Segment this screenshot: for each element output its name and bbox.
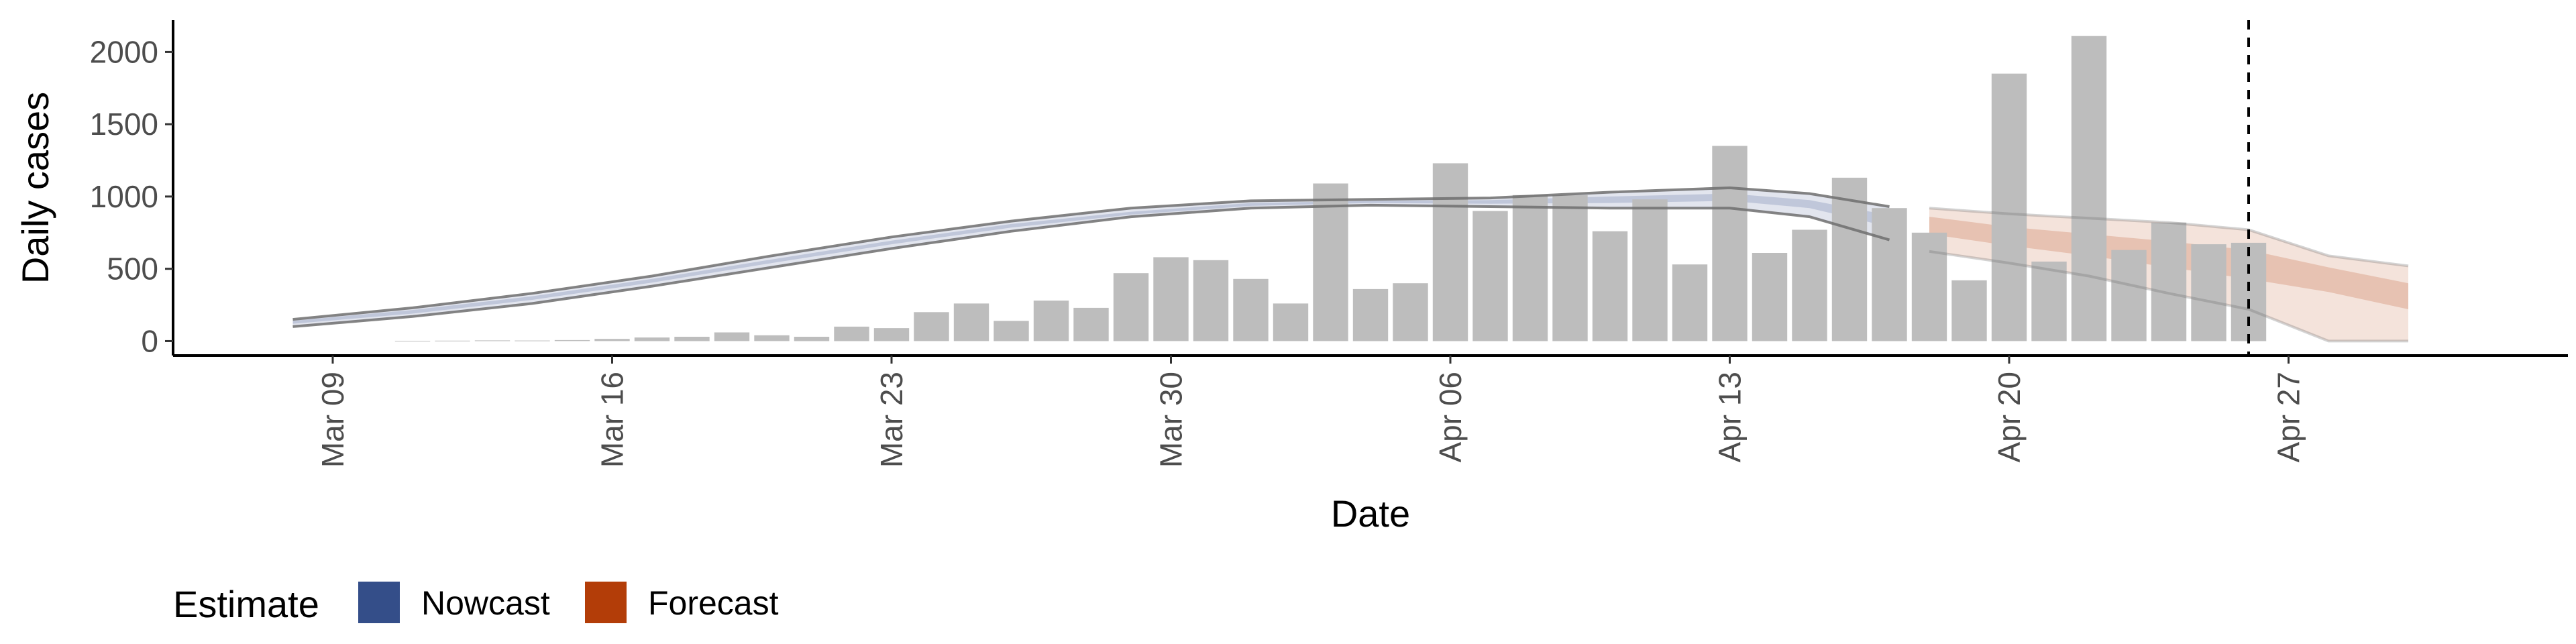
bar xyxy=(834,326,869,341)
bar xyxy=(1911,232,1947,341)
bar xyxy=(914,312,949,341)
x-tick-label: Mar 16 xyxy=(595,372,630,468)
y-tick-label: 0 xyxy=(141,323,158,358)
bar xyxy=(1393,283,1428,341)
nowcast-legend-label: Nowcast xyxy=(421,584,550,622)
bar xyxy=(1233,278,1269,341)
bar xyxy=(794,337,830,341)
x-tick-label: Apr 20 xyxy=(1992,372,2027,463)
bar xyxy=(1113,273,1149,341)
forecast-lower-line xyxy=(1929,250,2408,343)
x-axis-title: Date xyxy=(1331,492,1410,535)
bar xyxy=(1672,264,1708,341)
x-tick-label: Mar 09 xyxy=(315,372,350,468)
bar xyxy=(1352,288,1389,341)
bar xyxy=(2231,242,2267,341)
bar xyxy=(2111,250,2147,341)
x-tick-label: Mar 23 xyxy=(874,372,909,468)
forecast-upper-line xyxy=(1929,207,2409,268)
bar xyxy=(1752,253,1788,341)
bar xyxy=(1951,280,1987,341)
bar xyxy=(873,328,910,341)
bar xyxy=(2191,244,2226,341)
bar xyxy=(674,337,710,341)
y-tick-label: 2000 xyxy=(90,34,158,69)
nowcast-upper-line xyxy=(292,186,1890,321)
y-tick-label: 500 xyxy=(107,252,158,286)
bar xyxy=(754,335,790,341)
bar xyxy=(1472,211,1508,341)
nowcast-legend-key xyxy=(358,582,400,623)
bar xyxy=(1991,73,2027,341)
bar xyxy=(634,337,670,341)
bar xyxy=(953,303,989,341)
axes: 0 500 1000 1500 2000 Mar 09 Mar 16 Mar 23 Mar 30… xyxy=(90,20,2568,468)
x-tick-label: Apr 13 xyxy=(1713,372,1748,463)
x-tick-label: Apr 06 xyxy=(1433,372,1468,463)
bar xyxy=(2151,222,2187,341)
bar xyxy=(1592,231,1628,341)
nowcast-lower-line xyxy=(292,203,1890,328)
bar xyxy=(1193,260,1229,341)
bar xyxy=(2031,261,2067,341)
estimate-lines xyxy=(292,186,2409,343)
bar xyxy=(1512,195,1548,341)
bar xyxy=(1552,195,1588,341)
bar xyxy=(1033,301,1069,341)
x-tick-label: Mar 30 xyxy=(1154,372,1189,468)
bar xyxy=(1273,303,1309,341)
bar xyxy=(1432,163,1468,341)
bar xyxy=(1872,208,1907,341)
forecast-legend-key xyxy=(585,582,627,623)
bar xyxy=(554,339,590,341)
bar xyxy=(1792,229,1827,341)
bar xyxy=(1712,146,1748,341)
x-tick-label: Apr 27 xyxy=(2271,372,2306,463)
y-tick-label: 1500 xyxy=(90,107,158,142)
bar xyxy=(1073,307,1109,341)
y-axis-title: Daily cases xyxy=(14,92,56,284)
bar xyxy=(714,332,750,341)
bar xyxy=(1831,177,1868,341)
bar xyxy=(1153,257,1189,341)
forecast-legend-label: Forecast xyxy=(648,584,779,622)
bar xyxy=(1632,199,1668,341)
bar xyxy=(1313,183,1348,341)
bars xyxy=(394,36,2267,341)
legend-title: Estimate xyxy=(173,583,319,625)
bar xyxy=(474,340,511,341)
bar xyxy=(2071,36,2107,341)
y-tick-label: 1000 xyxy=(90,179,158,214)
bar xyxy=(594,339,630,341)
legend: Estimate Nowcast Forecast xyxy=(173,582,779,625)
bar xyxy=(994,321,1029,341)
